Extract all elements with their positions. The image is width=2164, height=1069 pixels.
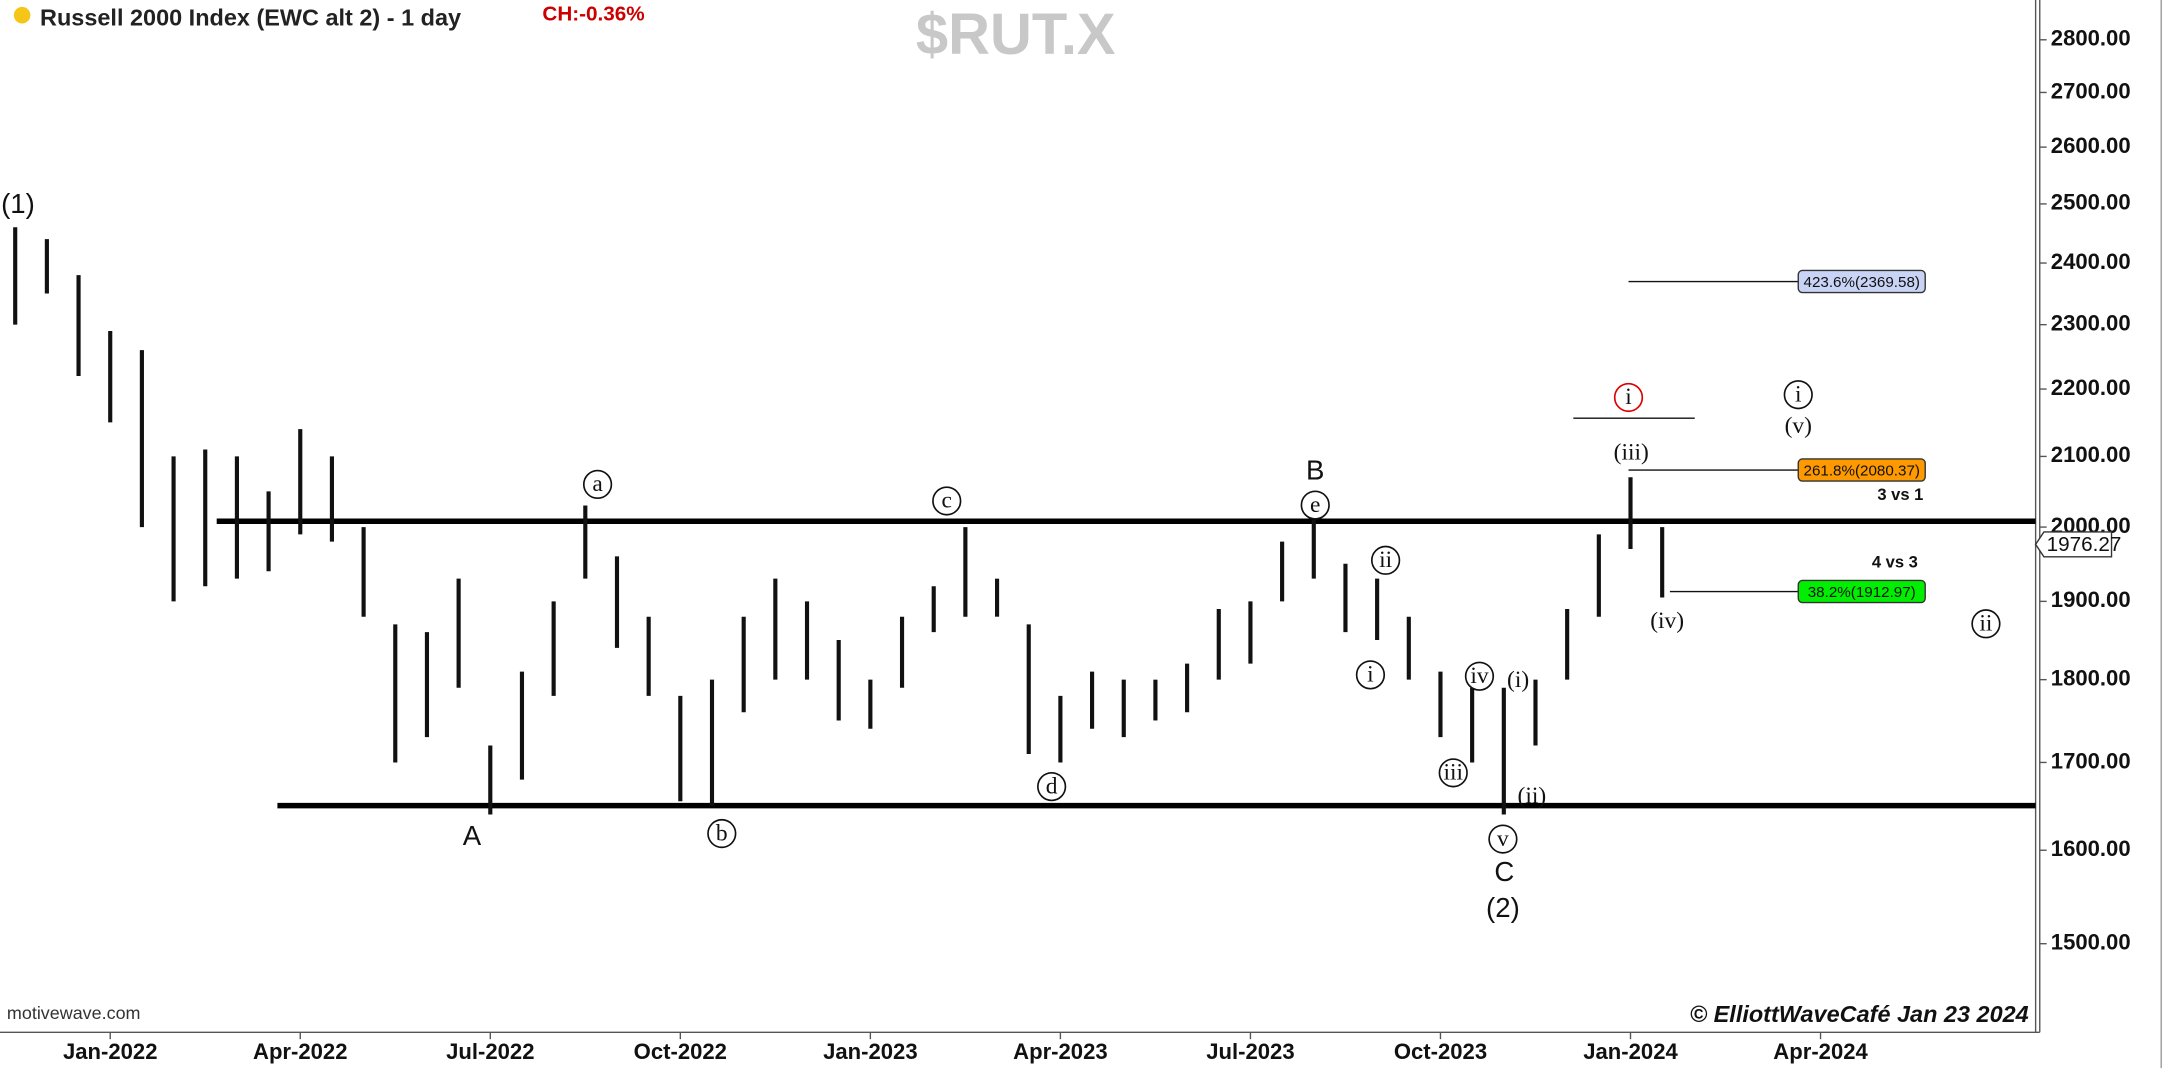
y-tick-label: 2500.00	[2051, 190, 2131, 215]
wave-circle	[1613, 382, 1644, 413]
fib-label: 261.8%(2080.37)	[1804, 462, 1920, 479]
wave-label: c	[942, 488, 952, 514]
wave-label: 3 vs 1	[1877, 485, 1923, 504]
y-tick-label: 1600.00	[2051, 836, 2131, 861]
wave-label: iii	[1443, 760, 1463, 786]
x-tick-label: Apr-2023	[1013, 1039, 1108, 1064]
source-label: motivewave.com	[7, 1003, 141, 1023]
wave-circle	[707, 818, 737, 849]
y-tick-label: 1800.00	[2051, 665, 2131, 690]
fib-box	[1797, 269, 1926, 294]
wave-circle	[1464, 661, 1495, 691]
wave-label: i	[1625, 384, 1632, 410]
fib-box	[1797, 458, 1926, 482]
change-label: CH:-0.36%	[542, 3, 644, 26]
wave-label: (1)	[1, 188, 35, 219]
wave-label: (iii)	[1614, 439, 1649, 465]
fib-label: 38.2%(1912.97)	[1808, 584, 1916, 601]
symbol-watermark: $RUT.X	[916, 3, 1116, 67]
x-tick-label: Apr-2024	[1773, 1039, 1868, 1064]
x-tick-label: Apr-2022	[253, 1039, 348, 1064]
last-price-label: 1976.27	[2047, 533, 2122, 556]
wave-label: (i)	[1507, 667, 1529, 693]
wave-label: C	[1494, 856, 1514, 887]
y-tick-label: 2300.00	[2051, 311, 2131, 336]
wave-label: i	[1795, 381, 1802, 407]
x-tick-label: Oct-2022	[634, 1039, 727, 1064]
x-tick-label: Jan-2022	[63, 1039, 158, 1064]
wave-circle	[1370, 545, 1401, 575]
wave-label: B	[1306, 454, 1324, 485]
wave-label: ii	[1379, 547, 1393, 573]
y-tick-label: 2700.00	[2051, 78, 2131, 103]
wave-label: ii	[1979, 611, 1993, 637]
x-tick-label: Oct-2023	[1394, 1039, 1487, 1064]
fib-label: 423.6%(2369.58)	[1804, 274, 1920, 291]
x-tick-label: Jul-2023	[1206, 1039, 1294, 1064]
wave-label: e	[1310, 492, 1320, 518]
wave-circle	[1300, 490, 1330, 520]
wave-label: v	[1497, 826, 1509, 852]
wave-circle	[1783, 380, 1813, 410]
y-tick-label: 2600.00	[2051, 133, 2131, 158]
y-tick-label: 2800.00	[2051, 26, 2131, 51]
wave-label: (2)	[1486, 892, 1520, 923]
wave-label: (v)	[1785, 413, 1812, 439]
x-tick-label: Jul-2022	[446, 1039, 534, 1064]
wave-circle	[932, 486, 962, 516]
wave-label: d	[1046, 773, 1058, 799]
wave-circle	[582, 469, 613, 500]
y-tick-label: 2400.00	[2051, 249, 2131, 274]
wave-circle	[1438, 758, 1468, 788]
wave-label: iv	[1470, 663, 1489, 689]
fib-box	[1797, 579, 1926, 604]
y-tick-label: 1500.00	[2051, 930, 2131, 955]
y-tick-label: 2100.00	[2051, 442, 2131, 467]
wave-circle	[1488, 824, 1518, 854]
y-tick-label: 1900.00	[2051, 587, 2131, 612]
last-price-box	[2034, 531, 2113, 558]
y-tick-label: 2200.00	[2051, 375, 2131, 400]
wave-circle	[1037, 772, 1067, 802]
wave-label: i	[1367, 662, 1374, 688]
wave-label: A	[463, 820, 482, 851]
x-tick-label: Jan-2023	[823, 1039, 918, 1064]
status-dot	[13, 6, 31, 24]
chart-title: Russell 2000 Index (EWC alt 2) - 1 day	[40, 5, 461, 31]
wave-circle	[1355, 660, 1386, 690]
wave-label: a	[592, 471, 603, 497]
y-tick-label: 1700.00	[2051, 748, 2131, 773]
wave-circle	[1971, 609, 2001, 639]
x-tick-label: Jan-2024	[1583, 1039, 1678, 1064]
credit-label: © ElliottWaveCafé Jan 23 2024	[1690, 1001, 2029, 1027]
wave-label: 4 vs 3	[1872, 552, 1918, 571]
wave-label: (ii)	[1518, 783, 1547, 809]
wave-label: (iv)	[1650, 608, 1684, 634]
wave-label: b	[716, 820, 728, 846]
